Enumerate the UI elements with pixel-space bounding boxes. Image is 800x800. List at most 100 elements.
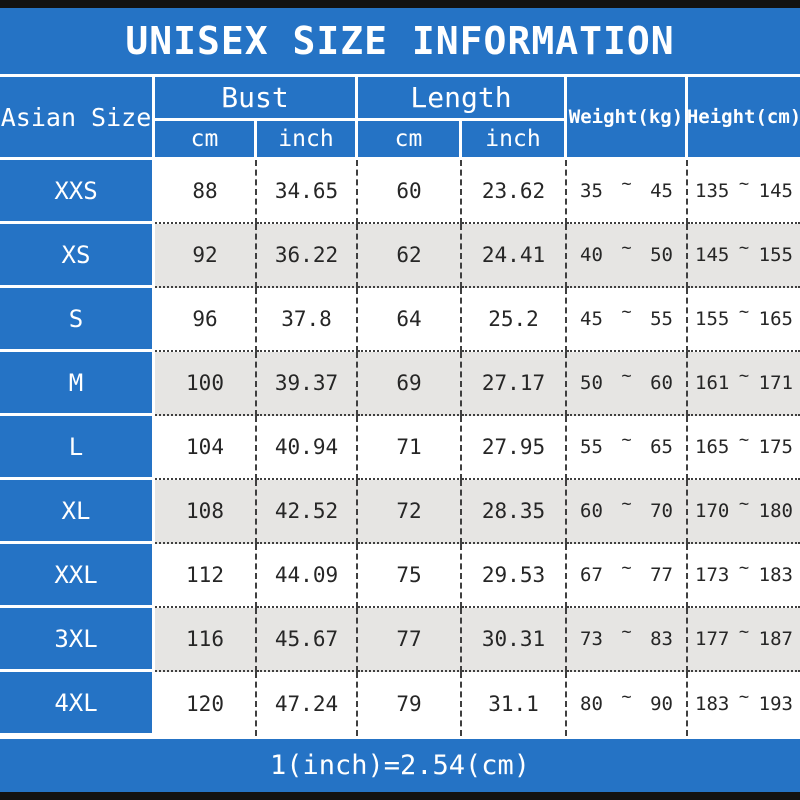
length-cm-value: 72 [358,480,462,544]
weight-max: 65 [650,436,673,458]
bust-cm-value: 108 [155,480,257,544]
height-min: 183 [695,693,730,715]
weight-max: 77 [650,564,673,586]
weight-min: 55 [580,436,603,458]
weight-max: 55 [650,308,673,330]
length-cm-value: 77 [358,608,462,672]
weight-tilde: ~ [621,494,632,514]
length-cm-value: 71 [358,416,462,480]
bust-cm-value: 88 [155,160,257,224]
weight-tilde: ~ [621,302,632,322]
size-label: 4XL [0,672,155,736]
weight-tilde: ~ [621,622,632,642]
weight-min: 67 [580,564,603,586]
weight-max: 83 [650,628,673,650]
height-tilde: ~ [738,174,750,194]
height-max: 187 [758,628,793,650]
header-bust-group: Bust [155,77,358,121]
title-banner: UNISEX SIZE INFORMATION [0,8,800,74]
height-tilde: ~ [738,558,750,578]
length-cm-value: 60 [358,160,462,224]
weight-min: 80 [580,693,603,715]
header-length-cm: cm [358,121,462,157]
weight-range: 55 ~ 65 [567,416,688,480]
weight-min: 50 [580,372,603,394]
table-row: 3XL 116 45.67 77 30.31 73 ~ 83 177 ~ 187 [0,608,800,672]
weight-tilde: ~ [621,687,632,707]
table-row: L 104 40.94 71 27.95 55 ~ 65 165 ~ 175 [0,416,800,480]
size-label: XL [0,480,155,544]
length-inch-value: 23.62 [462,160,567,224]
weight-max: 90 [650,693,673,715]
header-height: Height(cm) [688,106,800,128]
table-row: XXS 88 34.65 60 23.62 35 ~ 45 135 ~ 145 [0,160,800,224]
header-length-group: Length [358,77,567,121]
top-border-bar [0,0,800,8]
bust-cm-value: 112 [155,544,257,608]
height-range: 173 ~ 183 [688,544,800,608]
weight-max: 50 [650,244,673,266]
weight-range: 35 ~ 45 [567,160,688,224]
size-label: XS [0,224,155,288]
size-label: XXS [0,160,155,224]
table-row: XL 108 42.52 72 28.35 60 ~ 70 170 ~ 180 [0,480,800,544]
size-table-header: Asian Size Bust Length cm inch cm inch W… [0,74,800,160]
length-inch-value: 28.35 [462,480,567,544]
weight-min: 60 [580,500,603,522]
size-label: 3XL [0,608,155,672]
footer-note-band: 1(inch)=2.54(cm) [0,736,800,792]
height-tilde: ~ [738,302,750,322]
bust-cm-value: 92 [155,224,257,288]
height-range: 183 ~ 193 [688,672,800,736]
height-range: 177 ~ 187 [688,608,800,672]
bust-inch-value: 37.8 [257,288,358,352]
height-min: 173 [695,564,730,586]
weight-max: 70 [650,500,673,522]
header-bust-cm: cm [155,121,257,157]
height-max: 193 [758,693,793,715]
height-tilde: ~ [738,494,750,514]
height-range: 145 ~ 155 [688,224,800,288]
weight-range: 67 ~ 77 [567,544,688,608]
bust-inch-value: 44.09 [257,544,358,608]
length-cm-value: 62 [358,224,462,288]
conversion-note: 1(inch)=2.54(cm) [269,750,531,781]
height-max: 155 [758,244,793,266]
table-row: XS 92 36.22 62 24.41 40 ~ 50 145 ~ 155 [0,224,800,288]
weight-range: 50 ~ 60 [567,352,688,416]
length-inch-value: 27.17 [462,352,567,416]
length-inch-value: 27.95 [462,416,567,480]
bust-cm-value: 100 [155,352,257,416]
size-label: M [0,352,155,416]
bust-cm-value: 104 [155,416,257,480]
size-label: L [0,416,155,480]
height-range: 161 ~ 171 [688,352,800,416]
height-min: 161 [695,372,730,394]
height-min: 177 [695,628,730,650]
weight-min: 40 [580,244,603,266]
length-cm-value: 79 [358,672,462,736]
height-tilde: ~ [738,622,750,642]
height-max: 180 [758,500,793,522]
weight-tilde: ~ [621,366,632,386]
header-weight: Weight(kg) [567,77,688,157]
weight-min: 45 [580,308,603,330]
bust-inch-value: 34.65 [257,160,358,224]
header-length-inch: inch [462,121,567,157]
weight-tilde: ~ [621,430,632,450]
weight-min: 73 [580,628,603,650]
height-min: 165 [695,436,730,458]
table-row: M 100 39.37 69 27.17 50 ~ 60 161 ~ 171 [0,352,800,416]
weight-range: 45 ~ 55 [567,288,688,352]
size-table-body: XXS 88 34.65 60 23.62 35 ~ 45 135 ~ 145 … [0,160,800,736]
table-row: 4XL 120 47.24 79 31.1 80 ~ 90 183 ~ 193 [0,672,800,736]
weight-range: 73 ~ 83 [567,608,688,672]
height-range: 135 ~ 145 [688,160,800,224]
height-max: 165 [758,308,793,330]
bottom-border-bar [0,792,800,800]
height-tilde: ~ [738,366,750,386]
length-cm-value: 75 [358,544,462,608]
length-cm-value: 64 [358,288,462,352]
height-tilde: ~ [738,238,750,258]
